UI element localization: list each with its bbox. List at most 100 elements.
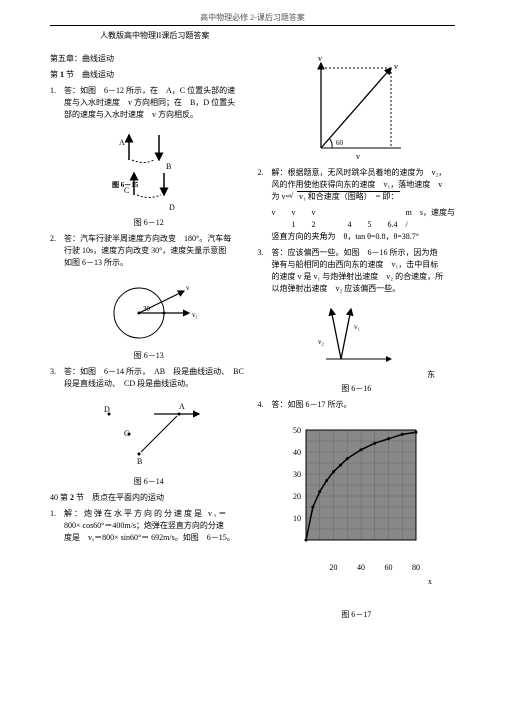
right-q2: 2. 解：根据题意，无风时跳伞员着地的速度为 v₂， 风的作用使他获得向东的速度… xyxy=(258,167,456,243)
fig6-14-svg: D B C A xyxy=(79,394,219,474)
sec2-num: 2 xyxy=(70,493,74,502)
figure-6-13: 30 v v₁ 图 6－13 xyxy=(50,273,248,362)
rq3-l3: 的速度 v 是 v₁ 与炮弹射出速度 v₂ 的合速度，所 xyxy=(272,271,456,283)
rq3-l1: 答：应该偏西一些。如图 6－16 所示，因为炮 xyxy=(272,247,456,259)
rq2-l4: 竖直方向的夹角为 θ，tan θ=0.8，θ=38.7° xyxy=(272,231,456,243)
left-q1: 1. 答：如图 6－12 所示，在 A，C 位置头部的速 度与入水时速度 v 方… xyxy=(50,85,248,121)
lbl-B: B xyxy=(166,162,171,171)
rq4-text: 答：如图 6－17 所示。 xyxy=(272,399,456,411)
section-1-title: 第 1 节 曲线运动 xyxy=(50,69,248,81)
left-q2: 2. 答：汽车行驶半周速度方向改变 180°。汽车每 行驶 10s，速度方向改变… xyxy=(50,233,248,269)
header-subtitle: 人教版高中物理II课后习题答案 xyxy=(100,30,505,41)
figure-6-14: D B C A 图 6－14 xyxy=(50,394,248,488)
svg-text:20: 20 xyxy=(330,563,338,572)
rq3-body: 答：应该偏西一些。如图 6－16 所示，因为炮 弹有与船相同的由西向东的速度 v… xyxy=(272,247,456,295)
chapter-title: 第五章：曲线运动 xyxy=(50,53,248,65)
fig6-13-svg: 30 v v₁ xyxy=(94,273,204,348)
sec1-num: 1 xyxy=(60,70,64,79)
rq2-l2: 风的作用使他获得向东的速度 v₁，落地速度 v xyxy=(272,179,456,191)
fig6-16-svg: v₂ v₁ xyxy=(306,299,406,369)
right-q4: 4. 答：如图 6－17 所示。 xyxy=(258,399,456,411)
rq2-ms: m s，速度与 xyxy=(406,207,455,219)
s2q1-body: 解：炮弹在水平方向的分速度是 vₓ＝ 800× cos60°＝400m/s；炮弹… xyxy=(64,508,248,544)
q1-l1: 答：如图 6－12 所示，在 A，C 位置头部的速 xyxy=(64,85,248,97)
A: D xyxy=(104,405,110,414)
v-top: v xyxy=(318,54,322,63)
C: C xyxy=(124,429,129,438)
svg-text:10: 10 xyxy=(293,514,301,523)
s2q1-l2: 800× cos60°＝400m/s；炮弹在竖直方向的分速 xyxy=(64,520,248,532)
s2q1-l1: 解：炮弹在水平方向的分速度是 vₓ＝ xyxy=(64,508,248,520)
fig6-12-svg: A B C D 图 6－15 xyxy=(94,125,204,215)
figure-top-right: v v 60 v xyxy=(258,53,456,163)
sec1-a: 第 xyxy=(50,70,58,79)
content-columns: 第五章：曲线运动 第 1 节 曲线运动 1. 答：如图 6－12 所示，在 A，… xyxy=(0,49,505,625)
rq2-body: 解：根据题意，无风时跳伞员着地的速度为 v₂， 风的作用使他获得向东的速度 v₁… xyxy=(272,167,456,243)
rq2-l1: 解：根据题意，无风时跳伞员着地的速度为 v₂， xyxy=(272,167,456,179)
deg30: 30 xyxy=(143,305,151,313)
svg-text:30: 30 xyxy=(293,470,301,479)
q3-l1: 答：如图 6－14 所示， AB 段是曲线运动、 BC xyxy=(64,366,248,378)
rq4-num: 4. xyxy=(258,399,272,411)
sec2-q1: 1. 解：炮弹在水平方向的分速度是 vₓ＝ 800× cos60°＝400m/s… xyxy=(50,508,248,544)
svg-text:x: x xyxy=(428,577,432,586)
D: A xyxy=(179,402,185,411)
section-2-title: 40 第 2 节 质点在平面内的运动 xyxy=(50,492,248,504)
right-column: v v 60 v 2. 解：根据题意，无风时跳伞员着地的速度为 v₂， 风的作用… xyxy=(258,49,456,625)
q1-l3: 部的速度与入水时速度 v 方向相反。 xyxy=(64,109,248,121)
sec2-prefix: 40 第 xyxy=(50,493,68,502)
svg-text:80: 80 xyxy=(412,563,420,572)
B: B xyxy=(137,457,142,466)
svg-text:20: 20 xyxy=(293,492,301,501)
left-q3: 3. 答：如图 6－14 所示， AB 段是曲线运动、 BC 段是直线运动、 C… xyxy=(50,366,248,390)
sec1-b: 节 曲线运动 xyxy=(66,70,114,79)
q2-l1: 答：汽车行驶半周速度方向改变 180°。汽车每 xyxy=(64,233,248,245)
deg60: 60 xyxy=(336,139,344,147)
q3-body: 答：如图 6－14 所示， AB 段是曲线运动、 BC 段是直线运动、 CD 段… xyxy=(64,366,248,390)
v2: v₂ xyxy=(318,338,325,346)
fig6-12-caption: 图 6－12 xyxy=(50,217,248,229)
rq2-3a: 为 v= xyxy=(272,192,291,201)
q2-l3: 如图 6－13 所示。 xyxy=(64,257,248,269)
right-q3: 3. 答：应该偏西一些。如图 6－16 所示，因为炮 弹有与船相同的由西向东的速… xyxy=(258,247,456,295)
q2-l2: 行驶 10s，速度方向改变 30°，速度矢量示意图 xyxy=(64,245,248,257)
rq2-nums: 1 2 4 5 6.4 / xyxy=(292,219,456,231)
rq3-l2: 弹有与船相同的由西向东的速度 v₁，击中目标 xyxy=(272,259,456,271)
vx: v xyxy=(356,152,360,161)
rq4-body: 答：如图 6－17 所示。 xyxy=(272,399,456,411)
s2q1-num: 1. xyxy=(50,508,64,544)
rq3-num: 3. xyxy=(258,247,272,295)
sec2-suffix: 节 质点在平面内的运动 xyxy=(76,493,164,502)
svg-text:40: 40 xyxy=(357,563,365,572)
q2-body: 答：汽车行驶半周速度方向改变 180°。汽车每 行驶 10s，速度方向改变 30… xyxy=(64,233,248,269)
figure-6-16: v₂ v₁ 东 图 6－16 xyxy=(258,299,456,395)
lbl-mid: 图 6－15 xyxy=(112,180,139,189)
v1: v₁ xyxy=(354,323,360,331)
rq2-l3: 为 v= √ v₁ 和合速度（图略） = 即： xyxy=(272,191,456,203)
fig-top-svg: v v 60 v xyxy=(296,53,416,163)
q1-l2: 度与入水时速度 v 方向相同；在 B，D 位置头 xyxy=(64,97,248,109)
q3-num: 3. xyxy=(50,366,64,390)
figure-6-17: 102030405020406080x 图 6－17 xyxy=(258,415,456,621)
lbl-D: D xyxy=(169,203,175,212)
rq2-vv: v v v xyxy=(272,207,316,219)
q1-body: 答：如图 6－12 所示，在 A，C 位置头部的速 度与入水时速度 v 方向相同… xyxy=(64,85,248,121)
fig6-17-caption: 图 6－17 xyxy=(258,609,456,621)
v1: v₁ xyxy=(192,311,198,319)
lbl-A: A xyxy=(119,138,125,147)
figure-6-12: A B C D 图 6－15 图 6－12 xyxy=(50,125,248,229)
chart-svg: 102030405020406080x xyxy=(271,415,441,605)
header-divider xyxy=(50,25,455,26)
rq2-num: 2. xyxy=(258,167,272,243)
v-diag: v xyxy=(394,62,398,71)
rq3-l4: 以炮弹射出速度 v₂ 应该偏西一些。 xyxy=(272,283,456,295)
v: v xyxy=(186,284,190,292)
header-top: 高中物理必修 2-课后习题答案 xyxy=(0,0,505,23)
q3-l2: 段是直线运动、 CD 段是曲线运动。 xyxy=(64,378,248,390)
left-column: 第五章：曲线运动 第 1 节 曲线运动 1. 答：如图 6－12 所示，在 A，… xyxy=(50,49,248,625)
svg-text:60: 60 xyxy=(385,563,393,572)
q1-num: 1. xyxy=(50,85,64,121)
fig6-16-caption: 图 6－16 xyxy=(258,383,456,395)
svg-text:40: 40 xyxy=(293,448,301,457)
s2q1-l3: 度是 vᵧ＝800× sin60°＝ 692m/s。如图 6－15。 xyxy=(64,532,248,544)
